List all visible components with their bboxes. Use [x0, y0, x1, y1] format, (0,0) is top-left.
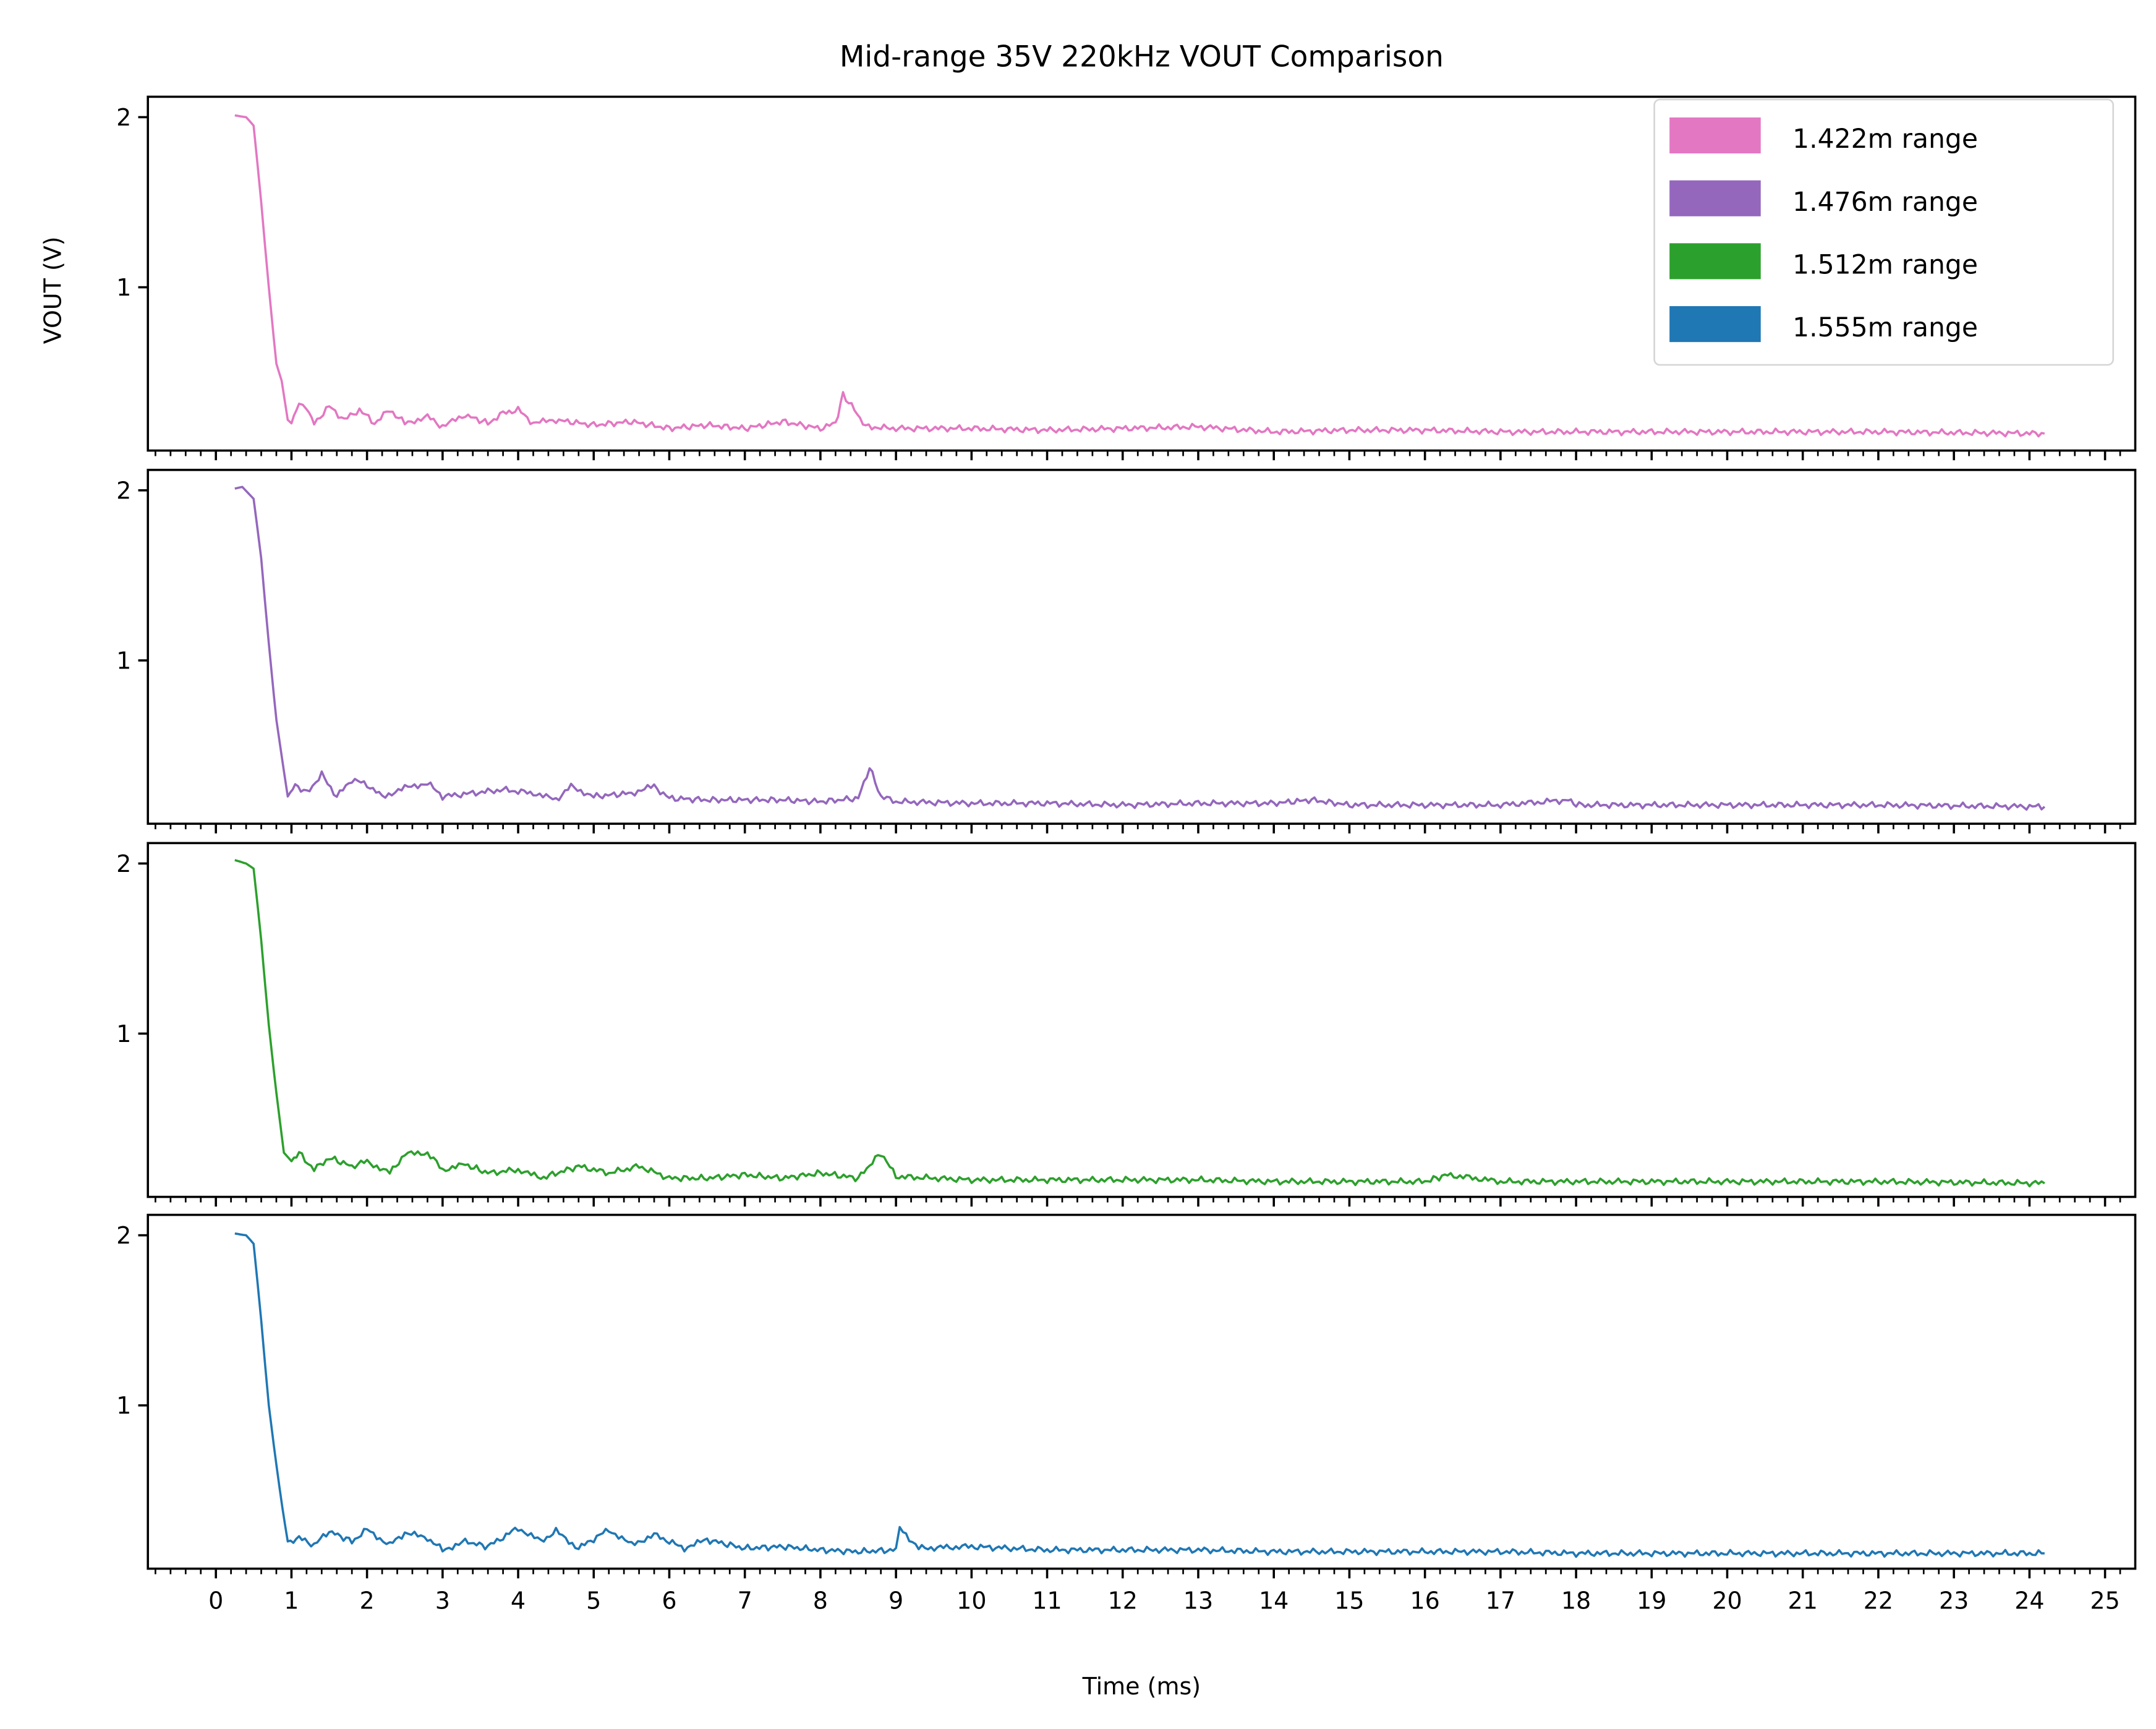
legend-swatch [1669, 243, 1761, 280]
legend-label: 1.476m range [1792, 187, 1978, 218]
y-tick-label: 2 [116, 1222, 131, 1249]
y-axis-label: VOUT (V) [39, 236, 66, 344]
y-tick-label: 1 [116, 647, 131, 674]
axes-frame [147, 842, 2137, 1198]
x-tick-label: 14 [1259, 1587, 1289, 1615]
series-line-1 [234, 114, 2045, 438]
series-line-4 [234, 1232, 2045, 1558]
y-tick-label: 2 [116, 477, 131, 504]
x-tick-label: 8 [813, 1587, 828, 1615]
subplot-3: 12 [116, 842, 2137, 1207]
x-axis-label: Time (ms) [1082, 1673, 1201, 1700]
x-tick-label: 17 [1486, 1587, 1515, 1615]
x-tick-label: 20 [1712, 1587, 1742, 1615]
legend-swatch [1669, 180, 1761, 216]
chart-title: Mid-range 35V 220kHz VOUT Comparison [840, 40, 1444, 74]
x-tick-label: 9 [888, 1587, 903, 1615]
series-line-3 [234, 859, 2045, 1188]
legend-label: 1.512m range [1792, 250, 1978, 281]
legend-swatch [1669, 306, 1761, 343]
x-tick-label: 12 [1108, 1587, 1138, 1615]
x-tick-label: 6 [662, 1587, 676, 1615]
subplot-2: 12 [116, 469, 2137, 834]
legend-swatch [1669, 117, 1761, 154]
x-tick-label: 2 [360, 1587, 375, 1615]
x-tick-label: 3 [435, 1587, 450, 1615]
x-tick-label: 5 [586, 1587, 601, 1615]
x-tick-label: 10 [957, 1587, 986, 1615]
axes-frame [147, 95, 2137, 452]
x-tick-label: 13 [1183, 1587, 1213, 1615]
x-tick-label: 22 [1864, 1587, 1893, 1615]
series-line-2 [234, 485, 2046, 811]
x-tick-label: 11 [1032, 1587, 1062, 1615]
x-tick-label: 25 [2090, 1587, 2120, 1615]
y-tick-label: 1 [116, 274, 131, 301]
x-tick-label: 4 [511, 1587, 526, 1615]
x-tick-label: 16 [1410, 1587, 1439, 1615]
x-tick-label: 15 [1334, 1587, 1364, 1615]
x-tick-label: 24 [2014, 1587, 2044, 1615]
legend-box [1653, 98, 2115, 366]
x-tick-label: 18 [1561, 1587, 1591, 1615]
x-tick-label: 7 [738, 1587, 752, 1615]
x-tick-label: 0 [208, 1587, 223, 1615]
subplot-1: 12 [116, 95, 2137, 461]
x-tick-label: 23 [1939, 1587, 1969, 1615]
axes-frame [147, 1213, 2137, 1570]
legend-label: 1.422m range [1792, 124, 1978, 155]
legend: 1.422m range 1.476m range 1.512m range 1.55… [1653, 98, 2115, 366]
axes-frame [147, 469, 2137, 825]
subplot-4: 12 [116, 1213, 2137, 1579]
x-tick-label: 1 [284, 1587, 299, 1615]
y-tick-label: 2 [116, 104, 131, 131]
legend-label: 1.555m range [1792, 313, 1978, 343]
x-tick-label: 19 [1637, 1587, 1666, 1615]
y-tick-label: 1 [116, 1020, 131, 1048]
y-tick-label: 2 [116, 850, 131, 877]
y-tick-label: 1 [116, 1392, 131, 1419]
x-tick-label: 21 [1788, 1587, 1818, 1615]
